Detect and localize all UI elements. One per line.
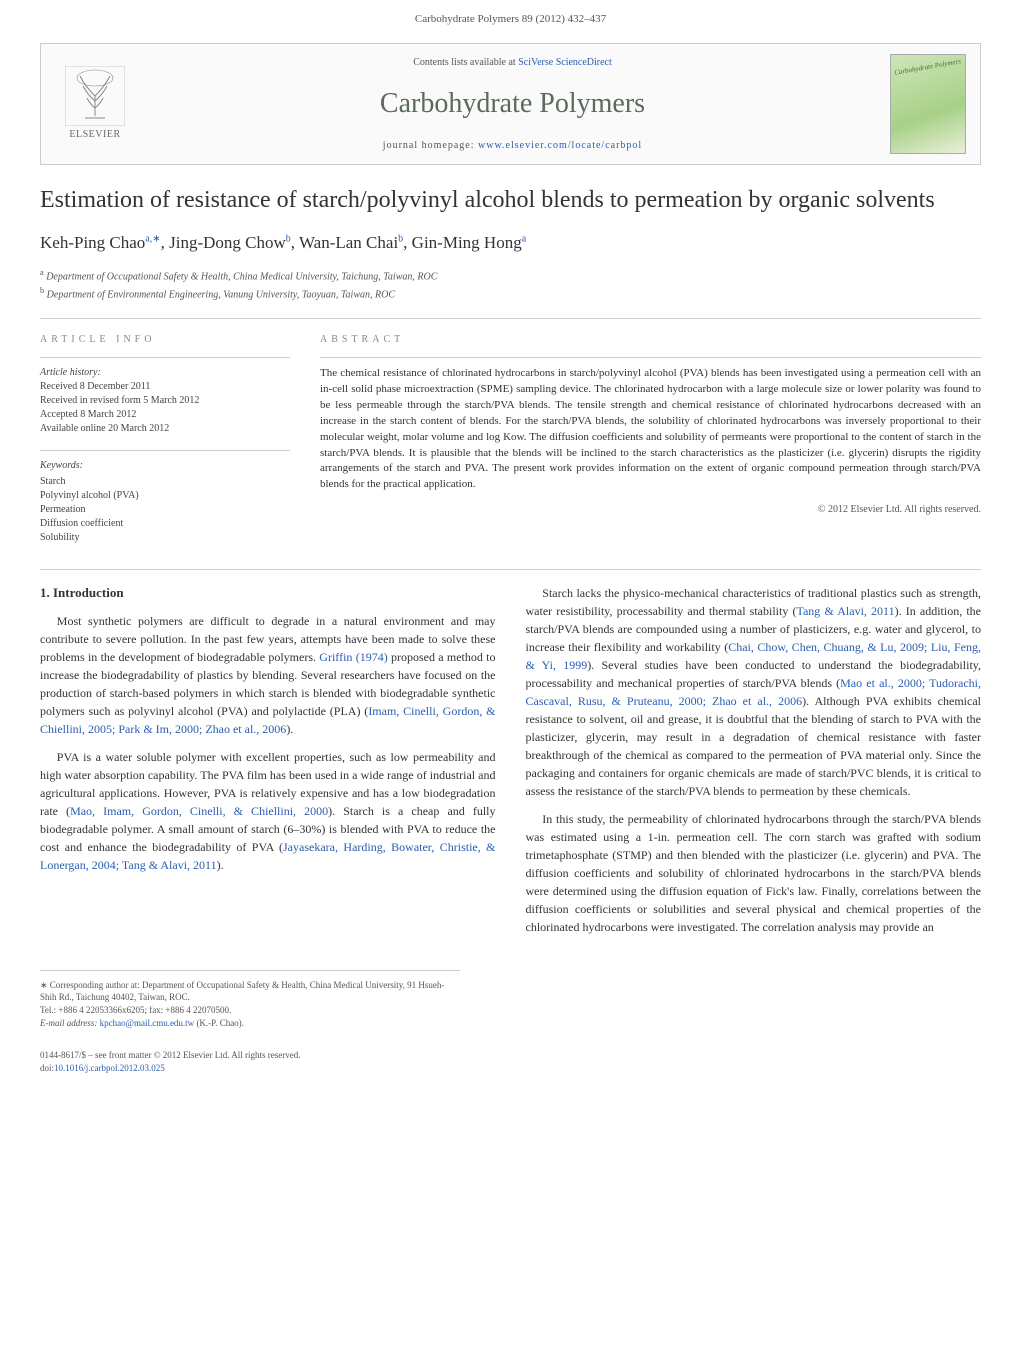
author-2-affil: b — [286, 234, 291, 245]
intro-para-4: In this study, the permeability of chlor… — [526, 810, 982, 936]
journal-cover-thumbnail: Carbohydrate Polymers — [890, 54, 966, 154]
keywords-divider — [40, 450, 290, 451]
cite-mao-2000[interactable]: Mao, Imam, Gordon, Cinelli, & Chiellini,… — [70, 804, 328, 818]
divider-top — [40, 318, 981, 319]
contents-list-line: Contents lists available at SciVerse Sci… — [149, 56, 876, 70]
history-online: Available online 20 March 2012 — [40, 422, 290, 436]
corr-address: ∗ Corresponding author at: Department of… — [40, 979, 460, 1004]
keyword-3: Permeation — [40, 503, 290, 517]
affiliations: a Department of Occupational Safety & He… — [40, 267, 981, 302]
p1-text-c: ). — [286, 722, 293, 736]
journal-homepage-line: journal homepage: www.elsevier.com/locat… — [149, 139, 876, 153]
email-label: E-mail address: — [40, 1018, 100, 1028]
homepage-prefix: journal homepage: — [383, 140, 478, 151]
doi-link[interactable]: 10.1016/j.carbpol.2012.03.025 — [54, 1063, 165, 1073]
doi-label: doi: — [40, 1063, 54, 1073]
author-4-affil: a — [522, 234, 526, 245]
history-revised: Received in revised form 5 March 2012 — [40, 394, 290, 408]
keyword-1: Starch — [40, 475, 290, 489]
keyword-4: Diffusion coefficient — [40, 517, 290, 531]
cite-tang-2011[interactable]: Tang & Alavi, 2011 — [796, 604, 894, 618]
author-3: Wan-Lan Chai — [299, 233, 398, 252]
cover-thumb-title: Carbohydrate Polymers — [893, 58, 961, 79]
abstract-copyright: © 2012 Elsevier Ltd. All rights reserved… — [320, 503, 981, 517]
article-title: Estimation of resistance of starch/polyv… — [40, 185, 981, 215]
keyword-2: Polyvinyl alcohol (PVA) — [40, 489, 290, 503]
publisher-name: ELSEVIER — [69, 128, 120, 142]
sciencedirect-link[interactable]: SciVerse ScienceDirect — [518, 57, 612, 68]
publisher-logo: ELSEVIER — [55, 59, 135, 149]
journal-name: Carbohydrate Polymers — [149, 84, 876, 123]
intro-para-3: Starch lacks the physico-mechanical char… — [526, 584, 982, 800]
elsevier-tree-icon — [65, 66, 125, 126]
affil-a-sup: a — [40, 268, 44, 277]
p2-text-c: ). — [217, 858, 224, 872]
left-column: 1. Introduction Most synthetic polymers … — [40, 584, 496, 946]
abstract-divider — [320, 357, 981, 358]
cite-griffin-1974[interactable]: Griffin (1974) — [319, 650, 387, 664]
issn-line: 0144-8617/$ – see front matter © 2012 El… — [40, 1049, 981, 1062]
corr-email-link[interactable]: kpchao@mail.cmu.edu.tw — [100, 1018, 195, 1028]
history-received: Received 8 December 2011 — [40, 380, 290, 394]
affil-b: Department of Environmental Engineering,… — [47, 289, 395, 300]
corr-tel: Tel.: +886 4 22053366x6205; fax: +886 4 … — [40, 1004, 460, 1017]
author-3-affil: b — [398, 234, 403, 245]
intro-para-2: PVA is a water soluble polymer with exce… — [40, 748, 496, 874]
abstract-text: The chemical resistance of chlorinated h… — [320, 366, 981, 494]
article-info-column: article info Article history: Received 8… — [40, 333, 290, 545]
divider-body — [40, 569, 981, 570]
right-column: Starch lacks the physico-mechanical char… — [526, 584, 982, 946]
intro-para-1: Most synthetic polymers are difficult to… — [40, 612, 496, 738]
keyword-5: Solubility — [40, 531, 290, 545]
author-4: Gin-Ming Hong — [412, 233, 522, 252]
history-label: Article history: — [40, 366, 290, 380]
author-1: Keh-Ping Chao — [40, 233, 145, 252]
banner-center: Contents lists available at SciVerse Sci… — [149, 56, 876, 153]
running-head: Carbohydrate Polymers 89 (2012) 432–437 — [0, 0, 1021, 35]
affil-b-sup: b — [40, 286, 44, 295]
email-who: (K.-P. Chao). — [194, 1018, 244, 1028]
keywords-label: Keywords: — [40, 459, 290, 473]
abstract-column: abstract The chemical resistance of chlo… — [320, 333, 981, 545]
article-info-label: article info — [40, 333, 290, 347]
history-accepted: Accepted 8 March 2012 — [40, 408, 290, 422]
author-1-affil: a,∗ — [145, 234, 160, 245]
abstract-label: abstract — [320, 333, 981, 347]
author-list: Keh-Ping Chaoa,∗, Jing-Dong Chowb, Wan-L… — [40, 231, 981, 255]
article-history: Article history: Received 8 December 201… — [40, 366, 290, 436]
body-columns: 1. Introduction Most synthetic polymers … — [40, 584, 981, 946]
journal-homepage-link[interactable]: www.elsevier.com/locate/carbpol — [478, 140, 642, 151]
corresponding-author-footnote: ∗ Corresponding author at: Department of… — [40, 970, 460, 1029]
affil-a: Department of Occupational Safety & Heal… — [46, 272, 437, 283]
footer-meta: 0144-8617/$ – see front matter © 2012 El… — [40, 1049, 981, 1074]
journal-banner: ELSEVIER Contents lists available at Sci… — [40, 43, 981, 165]
section-1-heading: 1. Introduction — [40, 584, 496, 602]
author-2: Jing-Dong Chow — [169, 233, 286, 252]
info-divider — [40, 357, 290, 358]
p3-text-d: ). Although PVA exhibits chemical resist… — [526, 694, 982, 798]
contents-prefix: Contents lists available at — [413, 57, 518, 68]
info-abstract-row: article info Article history: Received 8… — [40, 333, 981, 545]
